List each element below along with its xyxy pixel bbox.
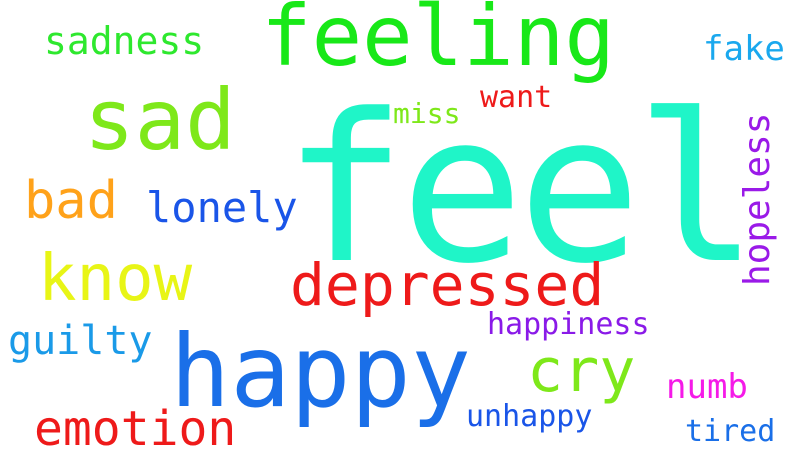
word-happiness: happiness [487, 307, 650, 342]
word-bad: bad [24, 171, 118, 231]
word-tired: tired [685, 414, 776, 449]
word-depressed: depressed [290, 251, 605, 319]
word-fake: fake [703, 29, 785, 69]
word-unhappy: unhappy [466, 399, 593, 434]
word-want: want [480, 80, 553, 115]
word-sad: sad [84, 71, 236, 169]
word-sadness: sadness [44, 19, 205, 63]
word-miss: miss [393, 97, 461, 130]
word-guilty: guilty [8, 318, 153, 364]
word-feel: feel [283, 71, 759, 309]
word-cry: cry [527, 336, 636, 406]
word-happy: happy [170, 313, 472, 430]
word-lonely: lonely [146, 183, 298, 232]
word-hopeless: hopeless [737, 112, 778, 286]
word-numb: numb [666, 367, 748, 407]
word-know: know [38, 242, 193, 316]
word-feeling: feeling [261, 0, 616, 85]
word-emotion: emotion [34, 401, 237, 457]
